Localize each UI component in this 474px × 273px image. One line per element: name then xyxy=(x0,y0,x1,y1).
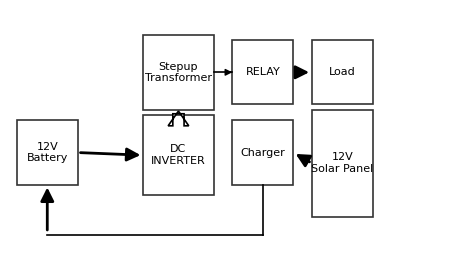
Bar xyxy=(232,120,293,185)
Bar xyxy=(143,35,214,110)
Text: DC
INVERTER: DC INVERTER xyxy=(151,144,206,166)
Text: Charger: Charger xyxy=(240,147,285,158)
Text: Load: Load xyxy=(329,67,356,77)
Text: RELAY: RELAY xyxy=(246,67,280,77)
Text: 12V
Battery: 12V Battery xyxy=(27,142,68,163)
Bar xyxy=(232,40,293,104)
Polygon shape xyxy=(168,111,189,126)
Bar xyxy=(17,120,78,185)
Bar xyxy=(312,40,373,104)
Text: Stepup
Transformer: Stepup Transformer xyxy=(145,61,212,83)
Bar xyxy=(312,110,373,217)
Text: 12V
Solar Panel: 12V Solar Panel xyxy=(311,152,374,174)
Bar xyxy=(143,115,214,195)
